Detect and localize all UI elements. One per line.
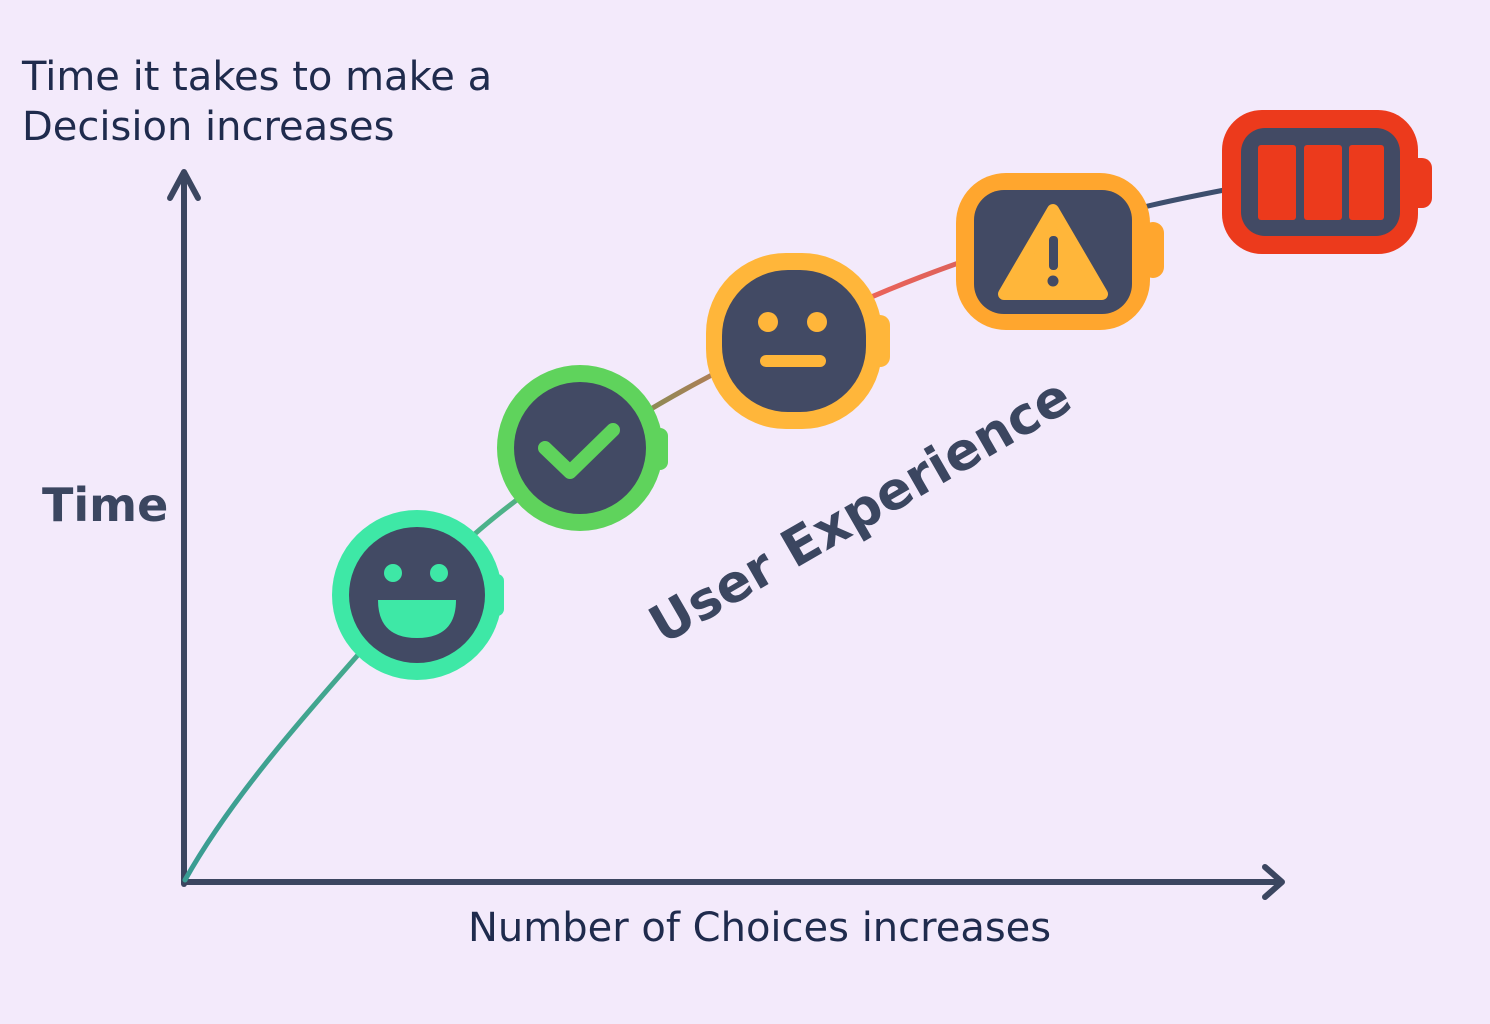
- smiling-face-icon: [332, 510, 504, 680]
- title-line-1: Time it takes to make a: [22, 54, 493, 100]
- diagram-title: Time it takes to make a Decision increas…: [22, 52, 492, 152]
- full-battery-icon: [1222, 110, 1432, 254]
- title-line-2: Decision increases: [22, 104, 395, 150]
- neutral-face-icon: [706, 253, 890, 429]
- user-experience-label: User Experience: [640, 366, 1082, 656]
- x-axis-arrowhead: [1262, 864, 1285, 900]
- y-axis-label: Time: [42, 478, 169, 532]
- warning-icon: [956, 173, 1164, 330]
- x-axis-label: Number of Choices increases: [468, 905, 1052, 951]
- y-axis-arrowhead: [167, 169, 201, 201]
- checkmark-icon: [497, 365, 668, 531]
